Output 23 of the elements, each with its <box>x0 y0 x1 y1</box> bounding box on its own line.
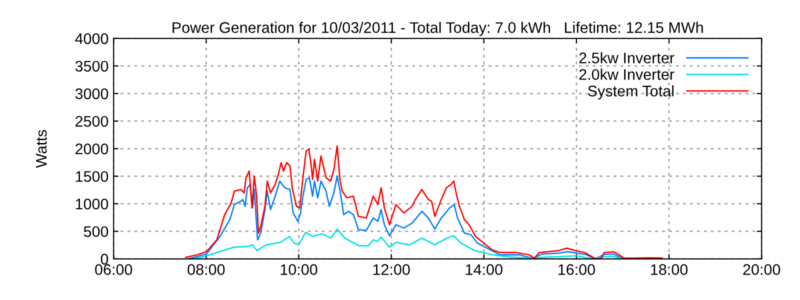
y-tick-label: 2000 <box>76 144 108 154</box>
y-tick-label: 2500 <box>76 116 108 127</box>
y-tick-label: 0 <box>100 254 108 265</box>
legend-label: 2.0kw Inverter <box>579 68 674 80</box>
x-tick-label: 18:00 <box>651 264 688 275</box>
legend-label: 2.5kw Inverter <box>579 52 674 64</box>
x-tick-label: 10:00 <box>280 264 318 275</box>
y-tick-label: 4000 <box>75 33 108 44</box>
y-tick-label: 1500 <box>76 171 108 182</box>
y-tick-label: 1000 <box>76 198 108 210</box>
y-tick-label: 500 <box>84 226 108 238</box>
x-tick-label: 14:00 <box>466 264 502 275</box>
y-tick-label: 3000 <box>75 88 108 100</box>
x-tick-label: 16:00 <box>558 264 595 275</box>
x-tick-label: 12:00 <box>373 264 410 275</box>
legend-label: System Total <box>588 85 674 100</box>
y-tick-label: 3500 <box>75 60 108 72</box>
chart-title: Power Generation for 10/03/2011 - Total Today: 7.0 kWh Lifetime: 12.15 MWh <box>172 22 703 36</box>
x-tick-label: 08:00 <box>188 264 225 275</box>
x-tick-label: 06:00 <box>95 264 132 275</box>
y-axis-title: Watts <box>36 130 47 168</box>
x-tick-label: 20:00 <box>743 264 780 275</box>
line-series <box>185 145 663 259</box>
